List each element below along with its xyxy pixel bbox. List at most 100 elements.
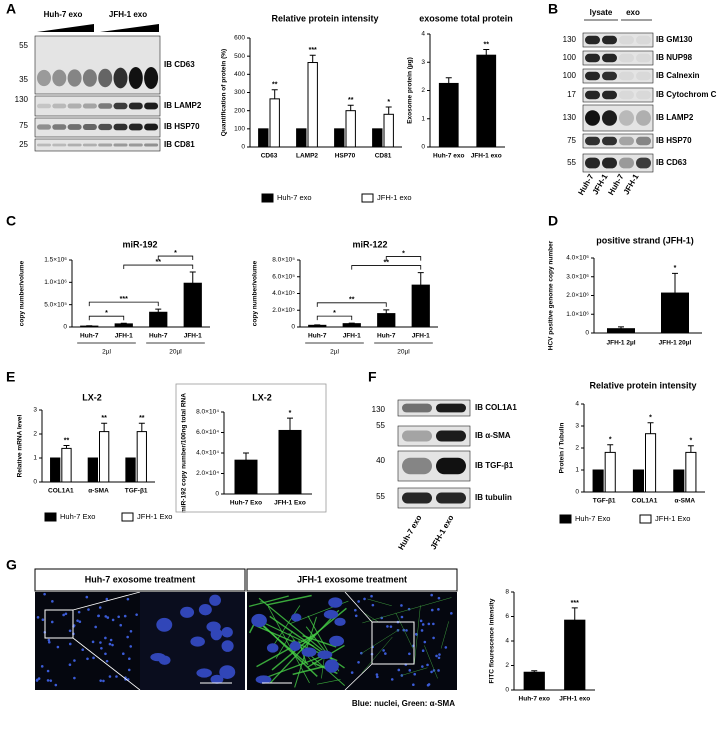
mw-marker: 55 [567, 158, 576, 167]
blot-label: IB COL1A1 [475, 403, 517, 412]
significance: *** [120, 296, 128, 303]
blot-band [129, 103, 143, 110]
y-tick-label: 1 [33, 455, 37, 462]
nucleus [106, 598, 109, 601]
blot-band [37, 124, 51, 129]
blot-label: IB CD63 [164, 60, 195, 69]
blot-header: exo [626, 8, 640, 17]
bar [270, 99, 279, 147]
nucleus [190, 636, 205, 646]
bar [346, 111, 355, 147]
blot-band [619, 137, 634, 145]
y-tick-label: 4.0×10⁵ [272, 290, 295, 297]
nucleus [354, 609, 357, 612]
nucleus [104, 615, 107, 618]
blot-band [52, 70, 66, 87]
x-tick-label: TGF-β1 [125, 488, 148, 495]
blot-band [83, 144, 97, 147]
blot-band [83, 103, 97, 108]
nucleus [69, 643, 72, 646]
blot-band [585, 91, 600, 99]
chart-title: exosome total protein [419, 13, 513, 23]
y-tick-label: 4 [421, 31, 425, 38]
nucleus [357, 600, 360, 603]
mw-marker: 130 [563, 113, 577, 122]
bar [608, 329, 635, 333]
mw-marker: 75 [567, 136, 576, 145]
x-tick-label: CD81 [375, 153, 392, 160]
x-tick-label: Huh-7 [308, 333, 327, 340]
significance: * [609, 437, 612, 444]
blot-band [585, 137, 600, 145]
blot-band [602, 91, 617, 99]
nucleus [317, 650, 332, 659]
y-tick-label: 2.0×10⁵ [272, 307, 295, 314]
y-axis-label: HCV positive genome copy number [548, 240, 555, 350]
nucleus [400, 604, 403, 607]
blot-band [619, 158, 634, 169]
nucleus [99, 606, 102, 609]
blot-band [619, 54, 634, 62]
nucleus [104, 652, 107, 655]
x-tick-label: TGF-β1 [593, 498, 616, 505]
bar [343, 324, 360, 327]
blot-band [602, 158, 617, 169]
nucleus [128, 669, 131, 672]
bar [297, 129, 306, 147]
nucleus [290, 641, 301, 651]
bar [309, 325, 326, 327]
bar [100, 432, 109, 482]
mw-marker: 55 [376, 492, 385, 501]
nucleus [115, 675, 118, 678]
y-tick-label: 1.5×10⁶ [44, 257, 67, 264]
x-tick-label: Huh-7 [80, 333, 99, 340]
y-tick-label: 2 [505, 662, 509, 669]
y-tick-label: 4 [505, 638, 509, 645]
nucleus [376, 673, 379, 676]
y-tick-label: 3 [421, 59, 425, 66]
significance: ** [484, 41, 490, 48]
panel-letter: A [6, 1, 16, 17]
blot-band [602, 137, 617, 145]
blot-band [68, 104, 82, 109]
nucleus [328, 597, 342, 607]
significance: ** [349, 297, 355, 304]
nucleus [99, 641, 102, 644]
blot-band [37, 144, 51, 147]
nucleus [78, 611, 81, 614]
legend-label: Huh-7 exo [277, 193, 312, 202]
blot-band [114, 68, 128, 89]
y-tick-label: 500 [234, 53, 245, 60]
blot-label: IB HSP70 [164, 122, 200, 131]
blot-label: IB Cytochrom C [656, 90, 717, 99]
blot-label: IB LAMP2 [164, 101, 202, 110]
blot-band [636, 137, 651, 145]
y-axis-label: Protein / Tubulin [559, 423, 566, 474]
legend-label: Huh-7 Exo [60, 512, 95, 521]
blot-header: lysate [590, 8, 613, 17]
y-tick-label: 0 [33, 479, 37, 486]
nucleus [43, 593, 46, 596]
y-tick-label: 1.0×10⁶ [566, 311, 589, 318]
y-tick-label: 8.0×10⁵ [272, 257, 295, 264]
bar [633, 470, 643, 492]
nucleus [79, 620, 82, 623]
nucleus [424, 641, 427, 644]
x-tick-label: JFH-1 Exo [274, 500, 306, 507]
nucleus [291, 613, 301, 621]
y-tick-label: 0 [215, 491, 219, 498]
nucleus [430, 671, 433, 674]
nucleus [427, 684, 430, 687]
mw-marker: 130 [372, 405, 386, 414]
nucleus [57, 646, 60, 649]
bar [686, 452, 696, 492]
nucleus [408, 669, 411, 672]
y-tick-label: 2 [575, 445, 579, 452]
blot-label: IB tubulin [475, 493, 512, 502]
y-tick-label: 0 [585, 330, 589, 337]
blot-band [585, 110, 600, 126]
x-tick-label: α-SMA [88, 488, 109, 495]
bar [88, 458, 97, 482]
y-tick-label: 2 [33, 431, 37, 438]
mw-marker: 40 [376, 456, 385, 465]
